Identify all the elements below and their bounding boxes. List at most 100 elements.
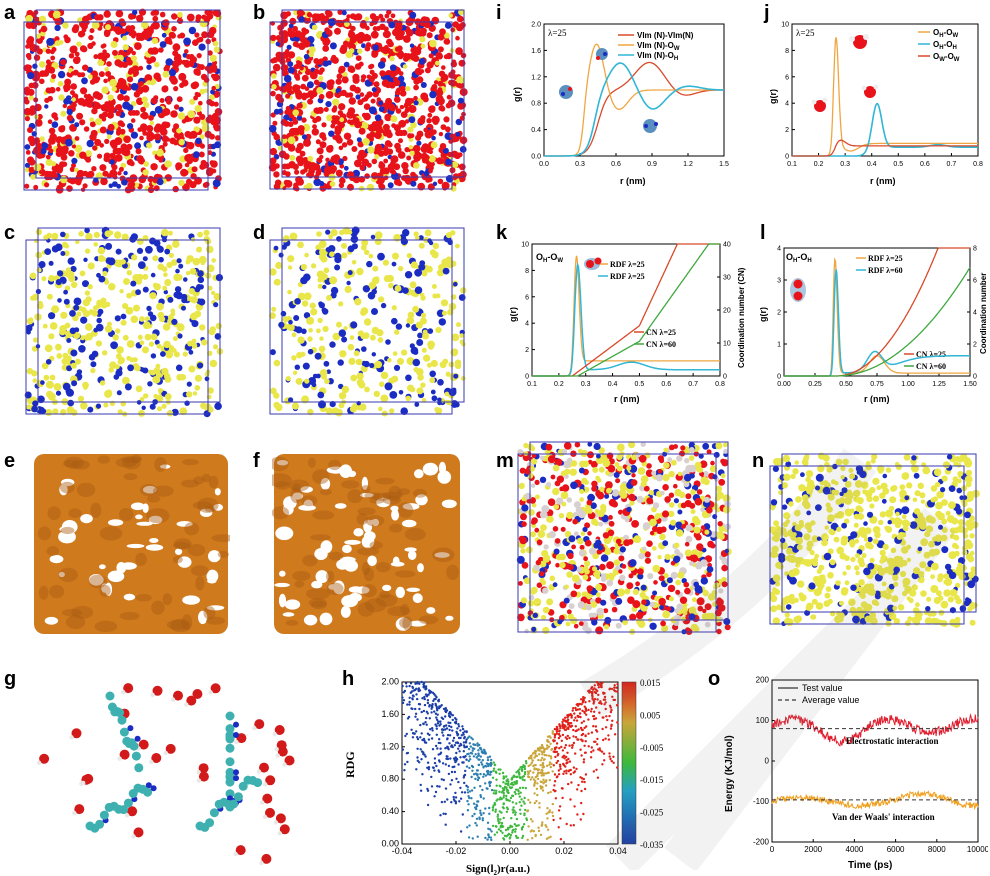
particle — [893, 581, 899, 587]
particle — [838, 612, 845, 619]
particle — [343, 132, 352, 140]
particle — [595, 574, 601, 580]
particle — [150, 272, 156, 278]
isosurface-shade — [376, 562, 391, 573]
particle — [353, 350, 360, 357]
particle — [336, 236, 342, 242]
particle — [286, 44, 292, 50]
y-tick-label: 2.0 — [531, 22, 541, 29]
particle — [420, 295, 426, 301]
particle — [391, 261, 397, 267]
particle — [130, 233, 138, 241]
particle — [374, 131, 382, 140]
particle — [607, 464, 616, 473]
particle — [670, 560, 676, 566]
particle — [69, 45, 78, 54]
particle — [408, 116, 416, 124]
particle — [445, 52, 453, 60]
particle — [413, 150, 421, 159]
particle — [358, 176, 366, 183]
particle — [54, 24, 61, 32]
chart-k-title: O — [536, 252, 543, 262]
particle — [380, 394, 389, 403]
particle — [814, 553, 819, 559]
particle — [817, 464, 825, 473]
particle — [364, 173, 370, 179]
particle — [930, 610, 937, 617]
particle — [712, 474, 718, 480]
particle — [177, 112, 186, 120]
particle — [429, 39, 437, 48]
chart-j-xlabel: r (nm) — [870, 176, 896, 186]
particle — [137, 334, 143, 340]
particle — [663, 572, 669, 579]
particle — [826, 506, 833, 513]
particle — [295, 75, 301, 81]
particle — [182, 183, 190, 192]
particle — [46, 232, 53, 239]
particle — [60, 311, 68, 319]
particle — [134, 110, 140, 116]
particle — [210, 73, 216, 79]
particle — [23, 107, 32, 116]
particle — [105, 257, 113, 265]
particle — [944, 563, 952, 571]
particle — [613, 547, 620, 555]
hydrogen-atom — [150, 692, 155, 697]
oxygen-atom — [151, 753, 162, 763]
particle — [142, 169, 149, 176]
particle — [397, 357, 404, 365]
particle — [436, 157, 444, 165]
particle — [604, 493, 610, 499]
particle — [354, 13, 363, 21]
particle — [152, 9, 158, 16]
particle — [437, 379, 444, 386]
particle — [436, 309, 445, 318]
particle — [116, 346, 124, 354]
particle — [616, 454, 623, 461]
particle — [140, 367, 146, 373]
particle — [122, 44, 129, 51]
particle — [642, 522, 651, 530]
isosurface-void — [108, 519, 124, 526]
particle — [708, 612, 716, 620]
particle — [87, 170, 95, 178]
particle — [423, 21, 431, 29]
particle — [180, 168, 188, 177]
isosurface-shade — [146, 508, 170, 524]
particle — [203, 88, 209, 93]
particle — [386, 9, 392, 15]
isosurface-void — [408, 550, 417, 560]
particle — [458, 163, 466, 171]
particle — [922, 466, 931, 475]
particle — [676, 455, 683, 462]
particle — [577, 448, 583, 454]
particle — [39, 136, 45, 142]
particle — [270, 112, 276, 118]
particle — [571, 574, 580, 583]
particle — [123, 278, 130, 285]
particle — [640, 584, 647, 591]
particle — [393, 364, 401, 371]
particle — [663, 447, 669, 453]
particle — [636, 495, 644, 503]
chart-j-legend-2-mid: -O — [944, 40, 953, 49]
particle — [50, 55, 56, 61]
particle — [45, 408, 53, 417]
x-tick-label: 1.5 — [719, 161, 729, 168]
isosurface-shade — [272, 506, 290, 520]
y-tick-label: 4 — [525, 321, 529, 328]
particle — [531, 588, 536, 594]
particle — [213, 101, 219, 107]
particle — [304, 378, 310, 384]
particle — [160, 351, 166, 357]
particle — [640, 475, 649, 483]
particle — [694, 585, 703, 594]
particle — [542, 587, 549, 594]
particle — [539, 455, 545, 461]
particle — [460, 287, 467, 294]
particle — [677, 509, 683, 515]
particle — [901, 506, 910, 515]
particle — [391, 305, 397, 311]
particle — [62, 22, 69, 29]
